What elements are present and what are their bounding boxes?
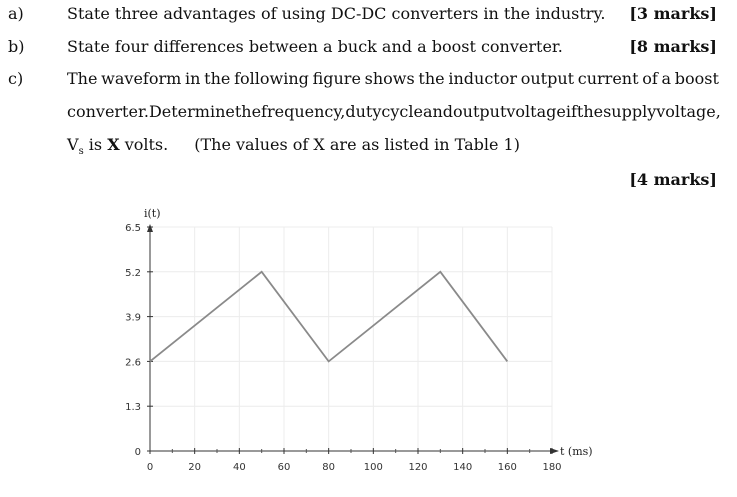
line-1-word: shows bbox=[364, 69, 415, 88]
chart-ticks: 0 1.3 2.6 3.9 5.2 6.5 0 20 40 60 80 100 120 140 160 180 bbox=[125, 223, 561, 473]
question-c-line-2: converter. Determine the frequency, duty cycl… bbox=[67, 102, 721, 121]
line-1-word: boost bbox=[674, 69, 719, 88]
line-2-word: cycle bbox=[381, 102, 423, 121]
line-2-word: if bbox=[565, 102, 577, 121]
variable-x: X bbox=[107, 135, 120, 154]
inductor-current-chart: 0 1.3 2.6 3.9 5.2 6.5 0 20 40 60 80 100 120 140 160 180… bbox=[125, 207, 593, 473]
x-tick-label: 100 bbox=[364, 462, 383, 473]
line-2-word: converter. bbox=[67, 102, 149, 121]
y-tick-label: 1.3 bbox=[125, 402, 141, 413]
line-1-word: of bbox=[642, 69, 658, 88]
line-1-word: the bbox=[204, 69, 231, 88]
x-tick-label: 80 bbox=[322, 462, 335, 473]
x-tick-label: 20 bbox=[188, 462, 201, 473]
y-tick-label: 5.2 bbox=[125, 268, 141, 279]
line-2-word: voltage, bbox=[656, 102, 721, 121]
x-tick-label: 40 bbox=[233, 462, 246, 473]
line-1-word: the bbox=[418, 69, 445, 88]
chart-axes bbox=[147, 224, 559, 454]
line-1-word: a bbox=[661, 69, 672, 88]
line-1-word: figure bbox=[312, 69, 361, 88]
x-tick-label: 0 bbox=[147, 462, 153, 473]
line-2-word: the bbox=[234, 102, 262, 121]
x-tick-label: 60 bbox=[278, 462, 291, 473]
text-volts: volts. bbox=[119, 135, 169, 154]
question-a-label: a) bbox=[8, 4, 24, 23]
table-note: (The values of X are as listed in Table … bbox=[194, 135, 520, 154]
question-c-line-3: Vs is X volts. (The values of X are as li… bbox=[67, 135, 520, 157]
line-1-word: output bbox=[520, 69, 575, 88]
current-waveform-line bbox=[149, 270, 509, 363]
chart-series bbox=[149, 270, 509, 363]
question-a-text: State three advantages of using DC-DC co… bbox=[67, 4, 606, 23]
line-1-word: current bbox=[577, 69, 639, 88]
question-c-label: c) bbox=[8, 69, 24, 88]
line-2-word: output bbox=[453, 102, 507, 121]
x-axis-title: t (ms) bbox=[560, 445, 593, 458]
line-2-word: Determine bbox=[148, 102, 235, 121]
y-axis-title: i(t) bbox=[144, 207, 161, 220]
y-tick-label: 3.9 bbox=[125, 313, 141, 324]
x-tick-label: 120 bbox=[408, 462, 427, 473]
text-is: is bbox=[83, 135, 108, 154]
question-a-marks: [3 marks] bbox=[629, 4, 717, 23]
x-tick-label: 180 bbox=[542, 462, 561, 473]
line-1-word: waveform bbox=[101, 69, 182, 88]
x-tick-label: 140 bbox=[453, 462, 472, 473]
line-2-word: voltage bbox=[506, 102, 566, 121]
question-b-text: State four differences between a buck an… bbox=[67, 37, 563, 56]
x-tick-label: 160 bbox=[498, 462, 517, 473]
y-axis-arrow bbox=[147, 224, 153, 232]
line-1-word: inductor bbox=[448, 69, 517, 88]
line-2-word: and bbox=[422, 102, 454, 121]
question-b-marks: [8 marks] bbox=[629, 37, 717, 56]
question-c-line-1: The waveform in the following figure shows the i… bbox=[67, 69, 719, 88]
line-1-word: in bbox=[185, 69, 201, 88]
supply-voltage-subscript: s bbox=[78, 146, 84, 158]
question-b-label: b) bbox=[8, 37, 25, 56]
line-1-word: following bbox=[234, 69, 309, 88]
line-2-word: duty bbox=[345, 102, 382, 121]
x-axis-arrow bbox=[550, 448, 559, 454]
line-1-word: The bbox=[67, 69, 98, 88]
y-tick-label: 6.5 bbox=[125, 223, 141, 234]
y-tick-label: 2.6 bbox=[125, 357, 141, 368]
question-c-marks: [4 marks] bbox=[629, 170, 717, 189]
line-2-word: supply bbox=[603, 102, 657, 121]
y-tick-label: 0 bbox=[135, 447, 141, 458]
supply-voltage-symbol: V bbox=[67, 135, 79, 154]
line-2-word: the bbox=[576, 102, 604, 121]
chart-grid bbox=[150, 226, 553, 451]
line-2-word: frequency, bbox=[261, 102, 346, 121]
